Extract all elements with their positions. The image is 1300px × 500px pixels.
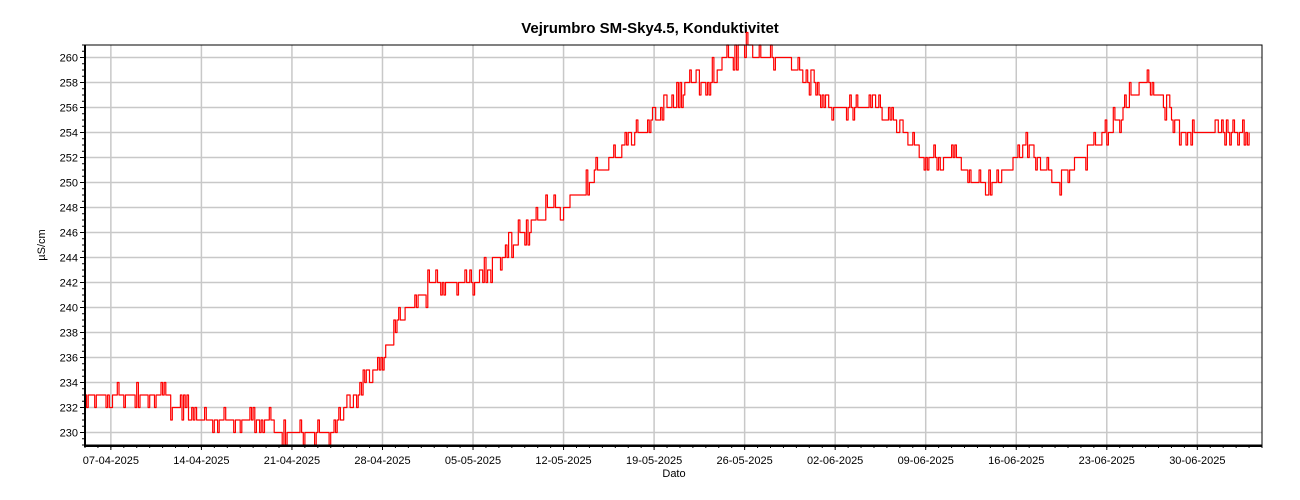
y-tick-label: 258 [60,78,78,90]
y-tick-label: 254 [60,128,78,140]
chart-title: Vejrumbro SM-Sky4.5, Konduktivitet [521,20,779,37]
y-tick-label: 252 [60,153,78,165]
y-tick-label: 240 [60,303,78,315]
x-tick-label: 02-06-2025 [807,455,863,467]
x-tick-label: 19-05-2025 [626,455,682,467]
x-tick-label: 16-06-2025 [988,455,1044,467]
x-tick-label: 21-04-2025 [264,455,320,467]
x-tick-label: 09-06-2025 [898,455,954,467]
y-tick-label: 236 [60,353,78,365]
y-tick-label: 232 [60,403,78,415]
y-tick-label: 246 [60,228,78,240]
x-tick-label: 12-05-2025 [535,455,591,467]
y-tick-label: 230 [60,428,78,440]
x-tick-label: 26-05-2025 [716,455,772,467]
grid [85,45,1262,445]
y-tick-label: 234 [60,378,78,390]
x-axis: 07-04-2025 14-04-2025 21-04-2025 28-04-2025… [83,445,1263,467]
y-tick-label: 256 [60,103,78,115]
x-tick-label: 14-04-2025 [173,455,229,467]
x-tick-label: 28-04-2025 [354,455,410,467]
series-line [85,31,1250,446]
x-tick-label: 23-06-2025 [1079,455,1135,467]
x-tick-label: 05-05-2025 [445,455,501,467]
x-axis-label: Dato [662,468,685,480]
y-tick-label: 244 [60,253,78,265]
y-tick-label: 238 [60,328,78,340]
y-tick-label: 260 [60,53,78,65]
x-tick-label: 30-06-2025 [1169,455,1225,467]
y-tick-label: 248 [60,203,78,215]
y-axis: 230 232 234 236 238 240 242 244 246 248 250 252 254 2… [60,44,85,446]
y-tick-label: 250 [60,178,78,190]
y-tick-label: 242 [60,278,78,290]
x-tick-label: 07-04-2025 [83,455,139,467]
y-axis-label: µS/cm [36,229,48,260]
